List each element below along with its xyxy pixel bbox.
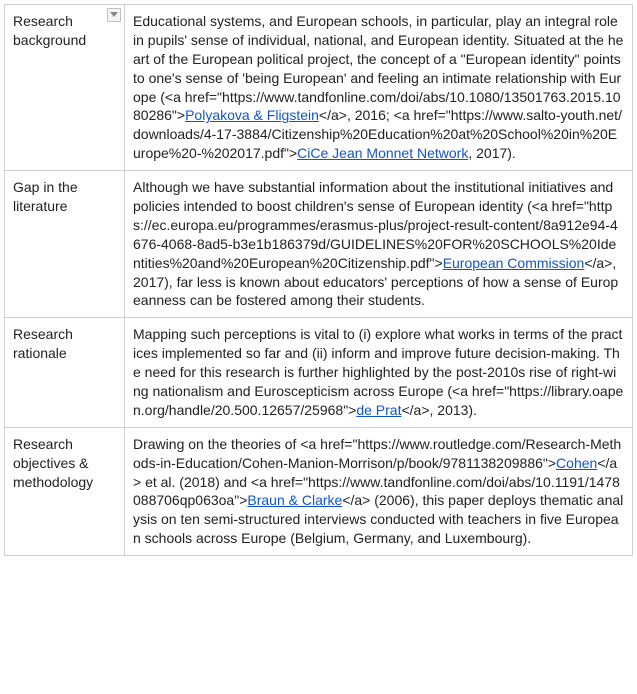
reference-link[interactable]: European Commission <box>443 255 585 271</box>
row-content-cell: Mapping such perceptions is vital to (i)… <box>125 318 633 427</box>
row-label: Research objectives & methodology <box>13 436 93 490</box>
content-text: </a>, 2013). <box>401 402 477 418</box>
row-label-cell: Research rationale <box>5 318 125 427</box>
row-label: Gap in the literature <box>13 179 78 214</box>
reference-link[interactable]: de Prat <box>356 402 401 418</box>
row-content-cell: Although we have substantial information… <box>125 171 633 318</box>
content-text: , 2017). <box>468 145 515 161</box>
table-row: Research objectives & methodology Drawing… <box>5 427 633 555</box>
table-row: Research rationale Mapping such perceptio… <box>5 318 633 427</box>
chevron-down-icon[interactable] <box>107 8 121 22</box>
reference-link[interactable]: CiCe Jean Monnet Network <box>297 145 468 161</box>
row-label: Research background <box>13 13 86 48</box>
content-text: Drawing on the theories of <a href="http… <box>133 436 621 471</box>
row-label-cell: Research objectives & methodology <box>5 427 125 555</box>
reference-link[interactable]: Braun & Clarke <box>247 492 342 508</box>
row-label-cell: Research background <box>5 5 125 171</box>
row-content-cell: Drawing on the theories of <a href="http… <box>125 427 633 555</box>
table-row: Gap in the literature Although we have su… <box>5 171 633 318</box>
table-body: Research background Educational systems, … <box>5 5 633 556</box>
reference-link[interactable]: Polyakova & Fligstein <box>185 107 319 123</box>
reference-link[interactable]: Cohen <box>556 455 597 471</box>
row-label-cell: Gap in the literature <box>5 171 125 318</box>
row-label: Research rationale <box>13 326 73 361</box>
row-content-cell: Educational systems, and European school… <box>125 5 633 171</box>
research-table: Research background Educational systems, … <box>4 4 633 556</box>
table-row: Research background Educational systems, … <box>5 5 633 171</box>
